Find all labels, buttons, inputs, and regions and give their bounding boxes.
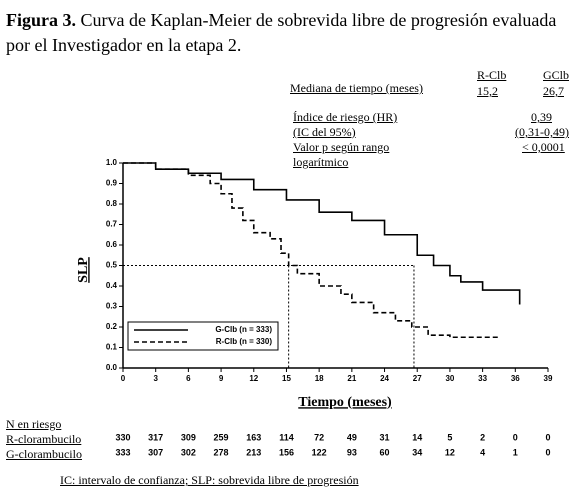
risk-count: 34 <box>412 447 422 457</box>
stat-value: (0,31-0,49) <box>515 125 569 139</box>
stat-value: 0,39 <box>531 110 552 124</box>
x-tick-label: 30 <box>445 374 454 383</box>
risk-count: 114 <box>279 432 294 442</box>
x-tick-label: 0 <box>121 374 126 383</box>
group-label: GClb <box>543 68 570 82</box>
y-tick-label: 0.6 <box>106 240 118 249</box>
y-tick-label: 0.1 <box>106 343 118 352</box>
y-tick-label: 0.3 <box>106 302 118 311</box>
x-tick-label: 24 <box>380 374 389 383</box>
group-label: R-Clb <box>477 68 507 82</box>
risk-count: 0 <box>545 447 550 457</box>
risk-count: 330 <box>115 432 130 442</box>
figure-label: Figura 3. <box>6 10 76 30</box>
risk-count: 1 <box>513 447 518 457</box>
risk-title: N en riesgo <box>6 417 62 431</box>
risk-count: 4 <box>480 447 485 457</box>
y-tick-label: 0.9 <box>106 179 118 188</box>
risk-count: 213 <box>246 447 261 457</box>
x-tick-label: 36 <box>511 374 520 383</box>
footnote: IC: intervalo de confianza; SLP: sobrevi… <box>60 473 359 487</box>
risk-count: 14 <box>412 432 422 442</box>
stat-value: < 0,0001 <box>522 140 565 154</box>
risk-count: 259 <box>214 432 229 442</box>
km-curve <box>123 162 499 339</box>
risk-count: 163 <box>246 432 261 442</box>
x-tick-label: 9 <box>219 374 224 383</box>
x-tick-label: 39 <box>544 374 553 383</box>
y-tick-label: 0.2 <box>106 322 118 331</box>
risk-count: 307 <box>148 447 163 457</box>
risk-count: 49 <box>347 432 357 442</box>
stat-value: 26,7 <box>543 84 564 98</box>
y-tick-label: 1.0 <box>106 158 118 167</box>
chart-title: Curva de Kaplan-Meier de sobrevida libre… <box>6 10 557 55</box>
risk-count: 309 <box>181 432 196 442</box>
stat-value: 15,2 <box>477 84 498 98</box>
x-tick-label: 18 <box>315 374 324 383</box>
legend-box <box>127 321 279 351</box>
risk-count: 5 <box>447 432 452 442</box>
x-tick-label: 21 <box>347 374 356 383</box>
risk-count: 0 <box>513 432 518 442</box>
legend-label: R-Clb (n = 330) <box>216 337 273 346</box>
y-tick-label: 0.5 <box>106 261 118 270</box>
risk-count: 278 <box>214 447 229 457</box>
x-tick-label: 6 <box>186 374 191 383</box>
risk-count: 333 <box>115 447 130 457</box>
stat-label: Mediana de tiempo (meses) <box>290 81 423 95</box>
stat-label: (IC del 95%) <box>293 125 356 139</box>
risk-count: 302 <box>181 447 196 457</box>
risk-count: 72 <box>314 432 324 442</box>
x-tick-label: 27 <box>413 374 422 383</box>
y-tick-label: 0.8 <box>106 199 118 208</box>
risk-count: 60 <box>380 447 390 457</box>
y-tick-label: 0.7 <box>106 220 118 229</box>
stat-label: Índice de riesgo (HR) <box>293 110 398 124</box>
y-tick-label: 0.4 <box>106 281 118 290</box>
risk-row-label: R-clorambucilo <box>6 432 82 446</box>
x-tick-label: 15 <box>282 374 291 383</box>
title-block: Figura 3. Curva de Kaplan-Meier de sobre… <box>6 8 566 58</box>
risk-row-label: G-clorambucilo <box>6 447 82 461</box>
risk-count: 317 <box>148 432 163 442</box>
risk-count: 2 <box>480 432 485 442</box>
km-curve <box>123 162 521 305</box>
y-axis-label: SLP <box>76 257 91 283</box>
legend-label: G-Clb (n = 333) <box>215 325 272 334</box>
x-tick-label: 12 <box>249 374 258 383</box>
risk-count: 0 <box>545 432 550 442</box>
x-axis-label: Tiempo (meses) <box>298 395 392 410</box>
x-tick-label: 33 <box>478 374 487 383</box>
stat-label: Valor p según rango logarítmico <box>293 140 390 169</box>
risk-count: 93 <box>347 447 357 457</box>
risk-count: 122 <box>312 447 327 457</box>
y-tick-label: 0.0 <box>106 363 118 372</box>
risk-count: 31 <box>380 432 390 442</box>
x-tick-label: 3 <box>153 374 158 383</box>
risk-count: 12 <box>445 447 455 457</box>
risk-count: 156 <box>279 447 294 457</box>
